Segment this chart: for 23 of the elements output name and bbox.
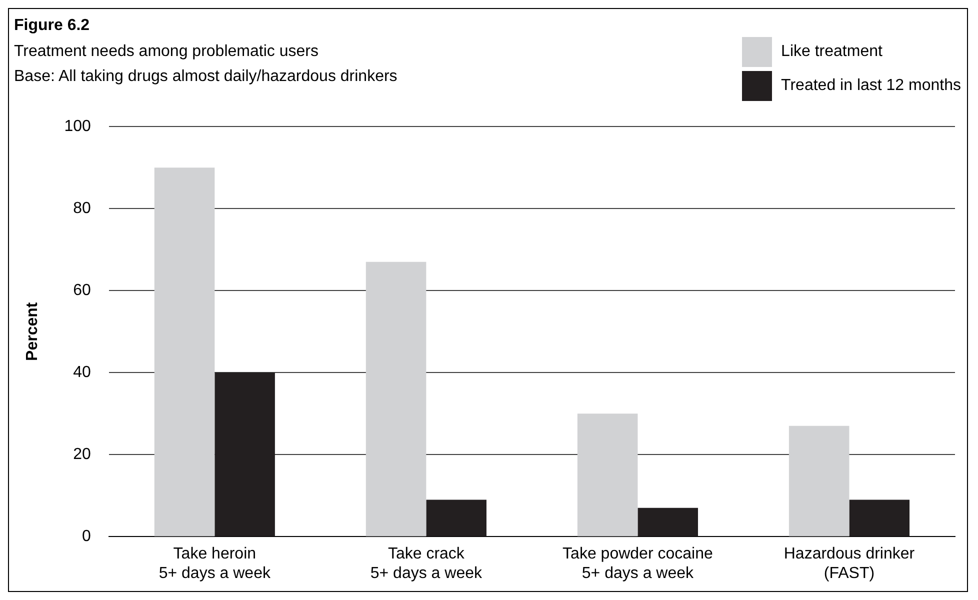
y-tick-label: 40 [73,364,91,382]
x-tick-label: Hazardous drinker (FAST) [784,546,916,582]
y-tick-label: 80 [73,200,91,218]
bar [366,262,426,536]
y-axis-title: Percent [24,302,42,361]
y-tick-label: 100 [64,118,91,136]
bar [638,508,698,536]
y-tick-label: 20 [73,446,91,464]
bar [154,168,215,536]
chart-title: Figure 6.2 [14,17,90,35]
bar [788,426,850,536]
bar [849,500,910,536]
legend-label: Treated in last 12 months [781,77,961,95]
x-tick-label: Take crack 5+ days a week [370,546,483,582]
x-tick-label: Take powder cocaine 5+ days a week [562,546,713,582]
legend-label: Like treatment [781,43,882,61]
bar [214,372,275,536]
bar [577,414,638,536]
y-tick-label: 0 [82,528,91,546]
bar [426,500,486,536]
y-tick-label: 60 [73,282,91,300]
chart-subtitle: Treatment needs among problematic users Base: All taking drugs almost daily/hazardous drinkers [14,42,398,87]
x-tick-label: Take heroin 5+ days a week [158,546,272,582]
